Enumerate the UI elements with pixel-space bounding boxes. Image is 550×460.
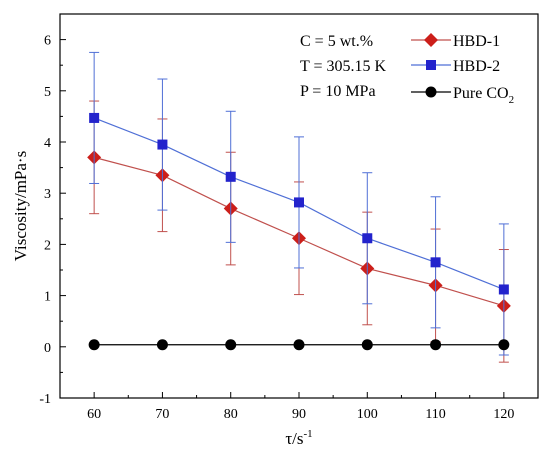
data-point bbox=[294, 197, 304, 208]
series-layer bbox=[87, 51, 511, 363]
y-tick-label: 6 bbox=[44, 34, 51, 49]
y-tick-label: 2 bbox=[44, 238, 51, 253]
data-point bbox=[361, 339, 373, 351]
legend-label-pure-co2-subscript: 2 bbox=[509, 94, 515, 106]
legend-marker-pure-co2 bbox=[425, 86, 437, 98]
data-point bbox=[362, 233, 373, 244]
data-point bbox=[225, 171, 236, 182]
data-point bbox=[293, 339, 305, 351]
series-2 bbox=[88, 339, 510, 351]
y-tick-label: 4 bbox=[44, 136, 51, 151]
y-tick-label: 3 bbox=[44, 187, 51, 202]
x-tick-label: 70 bbox=[155, 407, 169, 422]
series-1 bbox=[89, 51, 509, 356]
axis-ticks: 60 70 80 90 100 110 120 -1 0 1 2 3 4 5 6 bbox=[39, 13, 514, 422]
annotation-temperature: T = 305.15 K bbox=[300, 58, 387, 75]
legend: HBD-1 HBD-2 Pure CO2 bbox=[411, 33, 514, 106]
legend-marker-hbd2 bbox=[426, 60, 436, 70]
legend-marker-hbd1 bbox=[424, 33, 438, 47]
data-point bbox=[430, 257, 441, 268]
legend-label-hbd2: HBD-2 bbox=[453, 58, 500, 75]
data-point bbox=[157, 139, 168, 150]
x-tick-label: 100 bbox=[357, 407, 378, 422]
x-tick-label: 110 bbox=[425, 407, 445, 422]
data-point bbox=[225, 339, 237, 351]
x-axis-label: τ/s-1 bbox=[285, 428, 312, 448]
data-point bbox=[88, 339, 100, 351]
annotation-concentration: C = 5 wt.% bbox=[300, 33, 373, 50]
data-point bbox=[430, 339, 442, 351]
x-tick-label: 90 bbox=[292, 407, 306, 422]
y-axis-label: Viscosity/mPa·s bbox=[11, 151, 30, 261]
legend-label-hbd1: HBD-1 bbox=[453, 33, 500, 50]
x-tick-label: 120 bbox=[493, 407, 514, 422]
y-tick-label: 0 bbox=[44, 341, 51, 356]
data-point bbox=[156, 339, 168, 351]
data-point bbox=[498, 339, 510, 351]
y-tick-label: -1 bbox=[39, 392, 51, 407]
x-tick-label: 60 bbox=[87, 407, 101, 422]
x-axis-label-superscript: -1 bbox=[304, 428, 313, 440]
x-tick-label: 80 bbox=[224, 407, 238, 422]
legend-label-pure-co2: Pure CO2 bbox=[453, 85, 514, 106]
data-point bbox=[89, 112, 100, 123]
annotation-pressure: P = 10 MPa bbox=[300, 83, 376, 100]
data-point bbox=[498, 284, 509, 295]
y-tick-label: 1 bbox=[44, 290, 51, 305]
y-tick-label: 5 bbox=[44, 85, 51, 100]
